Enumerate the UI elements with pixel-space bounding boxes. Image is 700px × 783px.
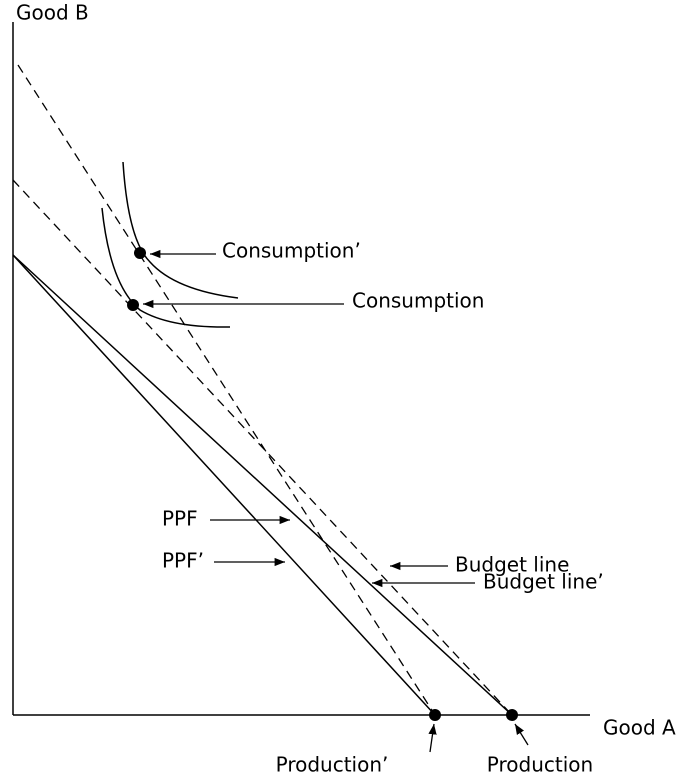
consumption-prime-point bbox=[134, 247, 146, 259]
production-point bbox=[506, 709, 518, 721]
ppf bbox=[12, 254, 513, 716]
production-prime-point bbox=[429, 709, 441, 721]
arrow bbox=[428, 723, 437, 753]
indifference-curve-prime bbox=[122, 161, 239, 299]
label: Budget line bbox=[455, 553, 569, 577]
label: Production’ bbox=[276, 753, 389, 777]
ppf-prime bbox=[12, 254, 436, 716]
label: Consumption’ bbox=[222, 239, 361, 263]
budget-line bbox=[12, 179, 513, 716]
budget-line-prime bbox=[17, 64, 436, 716]
arrow bbox=[514, 723, 529, 746]
x-axis-label: Good A bbox=[603, 716, 676, 740]
y-axis-label: Good B bbox=[16, 1, 89, 25]
label: Consumption bbox=[352, 289, 484, 313]
label: Budget line’ bbox=[483, 570, 604, 594]
label: PPF’ bbox=[162, 549, 204, 573]
indifference-curve bbox=[101, 207, 231, 328]
label: Production bbox=[487, 753, 593, 777]
consumption-point bbox=[127, 299, 139, 311]
label: PPF bbox=[162, 507, 198, 531]
